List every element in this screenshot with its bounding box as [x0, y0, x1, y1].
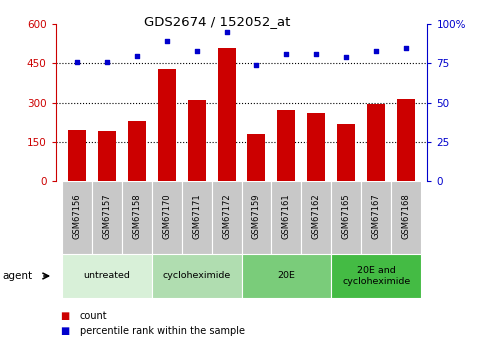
Bar — [391, 181, 422, 254]
Point — [372, 48, 380, 53]
Text: GSM67168: GSM67168 — [402, 193, 411, 239]
Bar — [61, 254, 152, 298]
Point — [193, 48, 200, 53]
Bar — [61, 181, 92, 254]
Text: GSM67171: GSM67171 — [192, 193, 201, 239]
Text: agent: agent — [2, 271, 32, 281]
Point — [313, 51, 320, 57]
Bar — [278, 110, 296, 181]
Bar — [361, 181, 391, 254]
Text: GSM67161: GSM67161 — [282, 193, 291, 239]
Text: GSM67167: GSM67167 — [372, 193, 381, 239]
Text: GDS2674 / 152052_at: GDS2674 / 152052_at — [144, 16, 291, 29]
Bar — [338, 124, 355, 181]
Bar — [92, 181, 122, 254]
Bar — [217, 48, 236, 181]
Bar — [152, 254, 242, 298]
Point — [163, 39, 170, 44]
Text: GSM67157: GSM67157 — [102, 193, 111, 239]
Bar — [182, 181, 212, 254]
Point — [133, 53, 141, 58]
Point — [72, 59, 80, 65]
Point — [283, 51, 290, 57]
Bar — [331, 181, 361, 254]
Bar — [242, 254, 331, 298]
Bar — [301, 181, 331, 254]
Bar — [308, 112, 326, 181]
Point — [253, 62, 260, 68]
Point — [223, 29, 230, 35]
Bar — [398, 99, 415, 181]
Bar — [187, 100, 205, 181]
Text: 20E and
cycloheximide: 20E and cycloheximide — [342, 266, 411, 286]
Point — [403, 45, 411, 50]
Text: GSM67165: GSM67165 — [342, 193, 351, 239]
Text: GSM67170: GSM67170 — [162, 193, 171, 239]
Text: ■: ■ — [60, 326, 70, 336]
Text: GSM67159: GSM67159 — [252, 193, 261, 239]
Bar — [271, 181, 301, 254]
Point — [342, 55, 350, 60]
Text: ■: ■ — [60, 311, 70, 321]
Text: percentile rank within the sample: percentile rank within the sample — [80, 326, 245, 336]
Text: GSM67162: GSM67162 — [312, 193, 321, 239]
Text: count: count — [80, 311, 107, 321]
Text: GSM67158: GSM67158 — [132, 193, 141, 239]
Text: 20E: 20E — [278, 272, 296, 280]
Bar — [128, 121, 145, 181]
Bar — [368, 104, 385, 181]
Text: GSM67172: GSM67172 — [222, 193, 231, 239]
Bar — [331, 254, 422, 298]
Bar — [98, 131, 115, 181]
Bar — [247, 134, 266, 181]
Bar — [242, 181, 271, 254]
Bar — [157, 69, 175, 181]
Point — [103, 59, 111, 65]
Text: cycloheximide: cycloheximide — [162, 272, 231, 280]
Bar — [122, 181, 152, 254]
Text: GSM67156: GSM67156 — [72, 193, 81, 239]
Bar — [68, 130, 85, 181]
Bar — [212, 181, 242, 254]
Text: untreated: untreated — [83, 272, 130, 280]
Bar — [152, 181, 182, 254]
